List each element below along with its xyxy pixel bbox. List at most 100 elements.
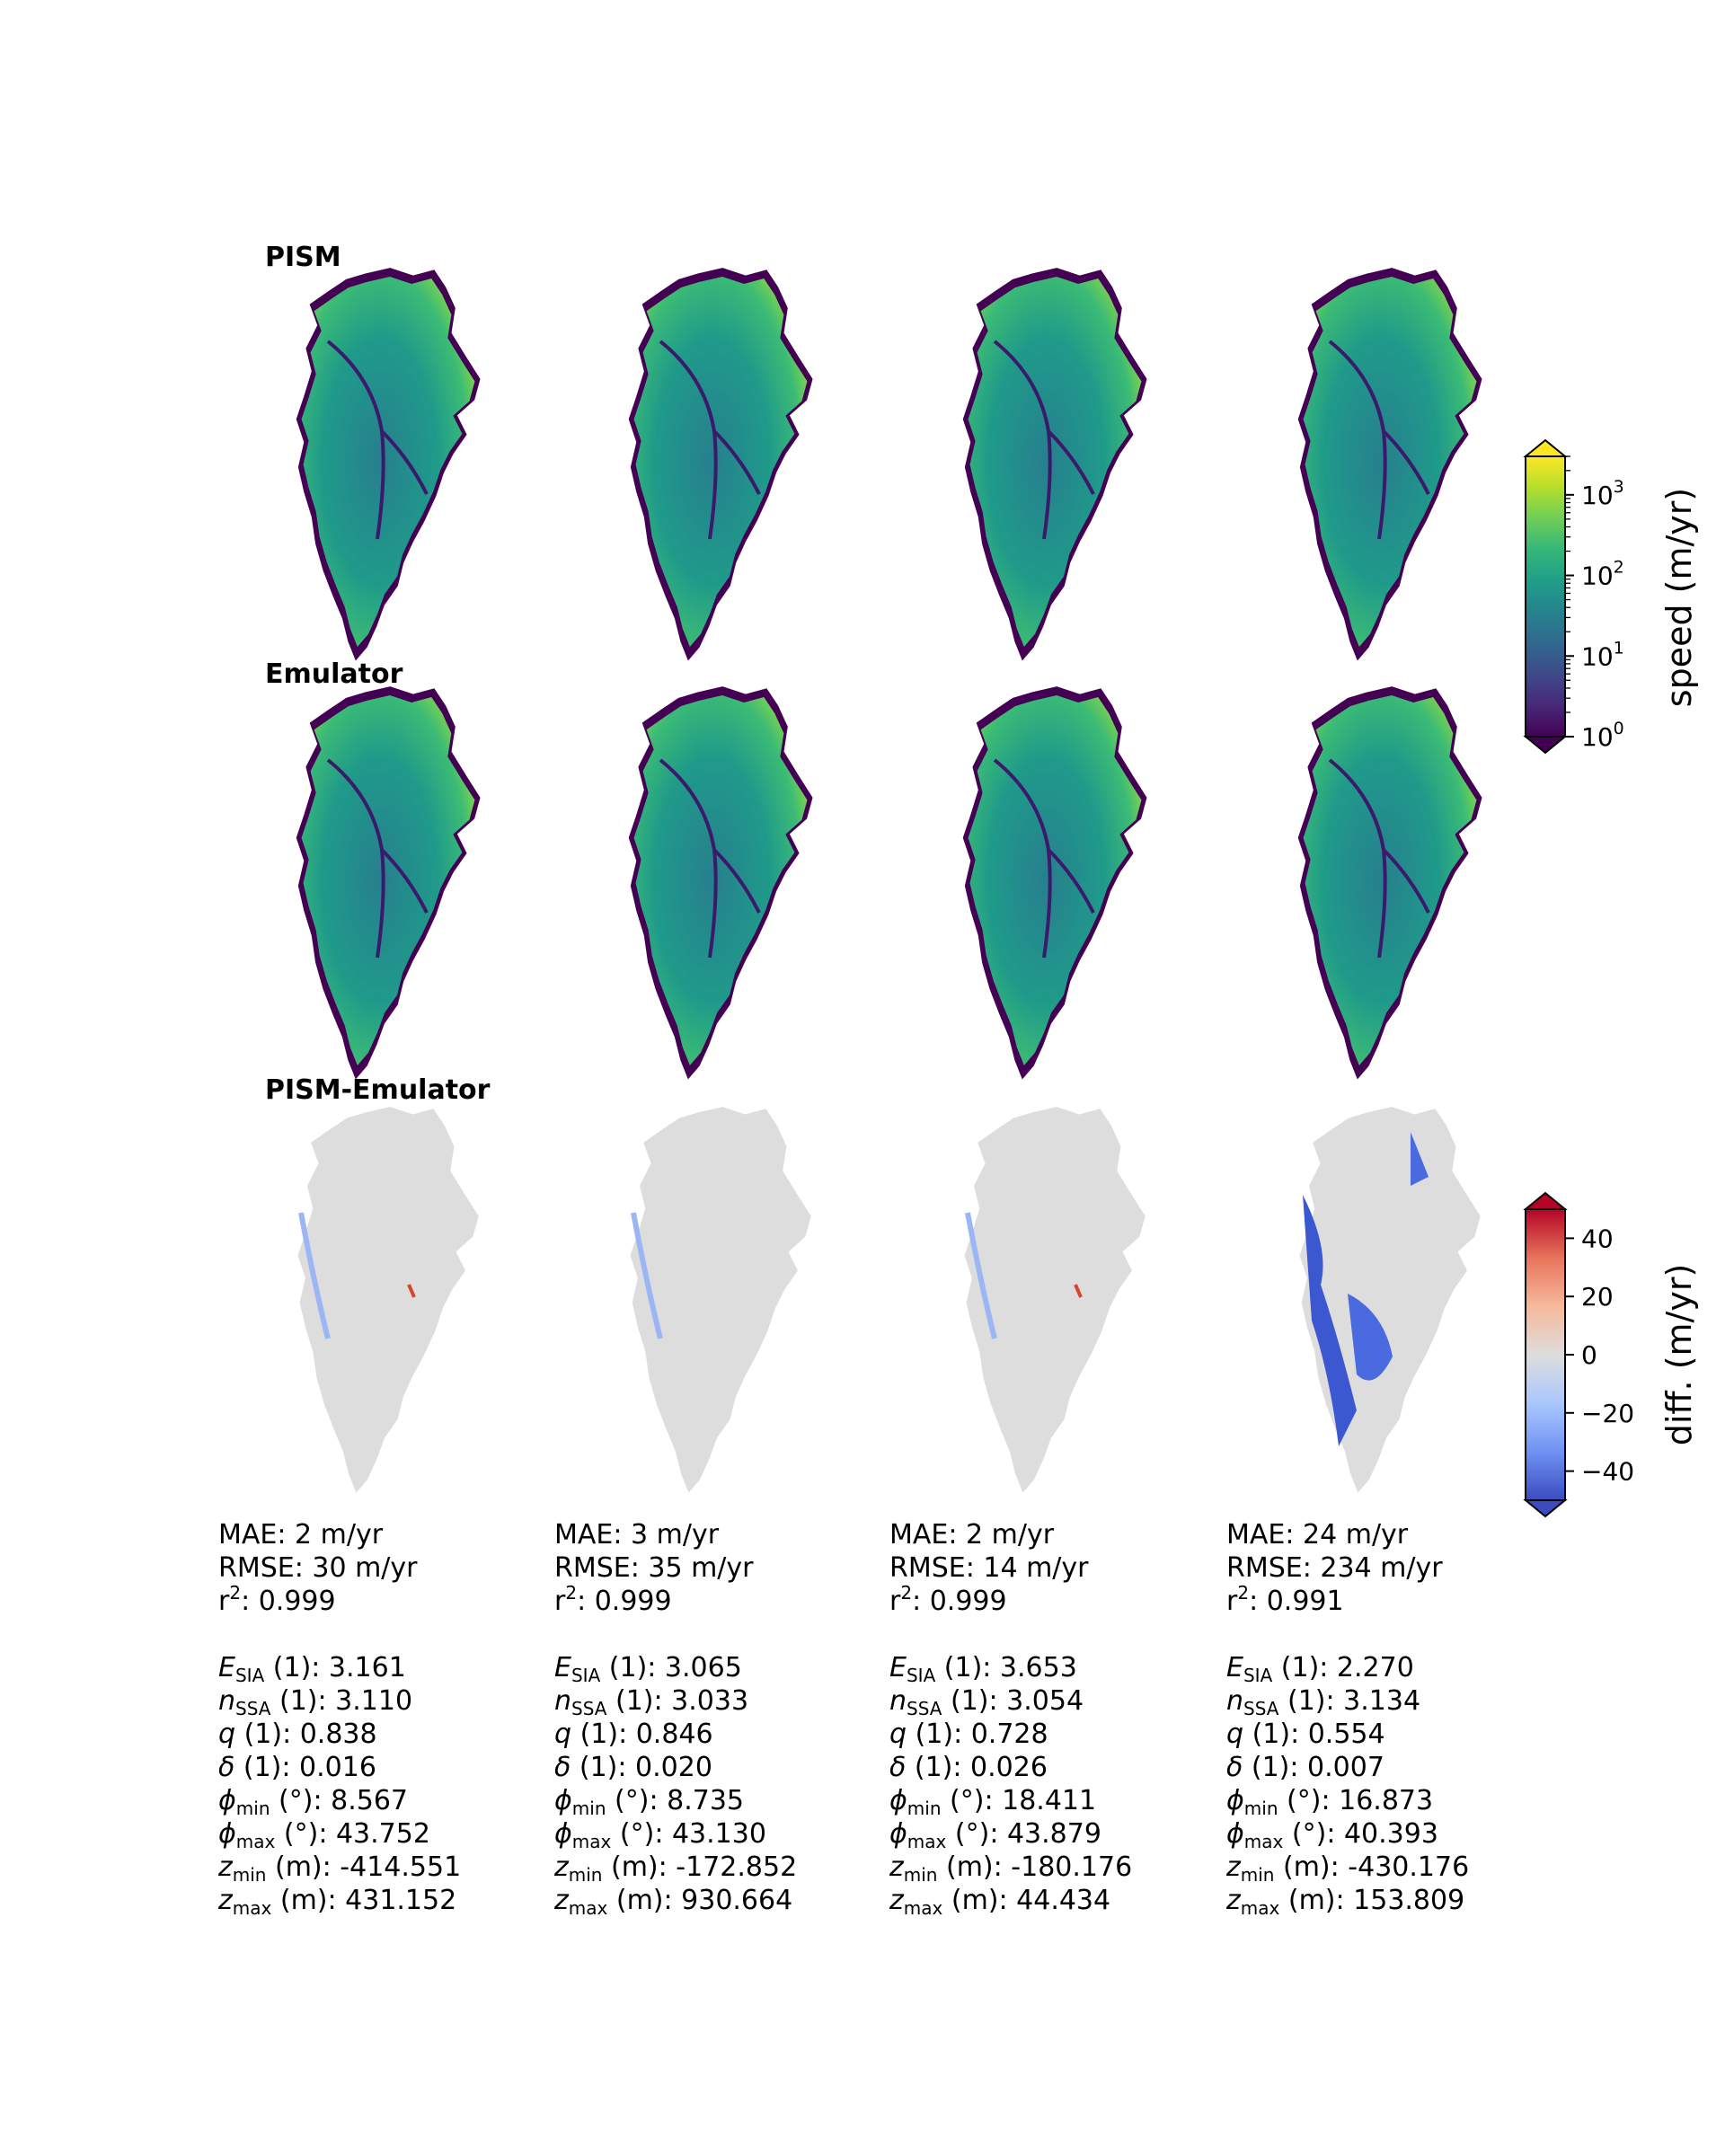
stats-gap [1226, 1618, 1568, 1651]
ice-divide [993, 340, 1095, 540]
emulator-speed-map-3 [962, 686, 1147, 1080]
diff-streak-blue [631, 1212, 663, 1339]
param-phi-min: ϕmin (°): 8.567 [218, 1785, 408, 1819]
param-e-sia: ESIA (1): 3.065 [554, 1652, 742, 1686]
param-phi-min: ϕmin (°): 8.735 [554, 1785, 744, 1819]
diff-colorbar-bar [1525, 1208, 1566, 1501]
param-z-max: zmax (m): 44.434 [889, 1885, 1111, 1919]
pism-speed-map-2 [628, 268, 813, 661]
diff-tick-label-2: 0 [1581, 1340, 1597, 1370]
rmse-value: RMSE: 30 m/yr [218, 1552, 418, 1584]
param-e-sia: ESIA (1): 2.270 [1226, 1652, 1414, 1686]
param-z-min: zmin (m): -172.852 [554, 1851, 798, 1886]
param-z-max: zmax (m): 431.152 [218, 1885, 457, 1919]
stats-block-1: MAE: 2 m/yr RMSE: 30 m/yr r2: 0.999 ESIA (1… [218, 1518, 560, 1917]
param-q: q (1): 0.728 [889, 1719, 1048, 1750]
param-phi-min: ϕmin (°): 18.411 [889, 1785, 1097, 1819]
diff-streak-blue [965, 1212, 997, 1339]
diff-tick-label-4: −40 [1581, 1457, 1634, 1487]
ice-divide [659, 758, 761, 959]
param-delta: δ (1): 0.007 [1226, 1752, 1384, 1783]
param-delta: δ (1): 0.016 [218, 1752, 376, 1783]
param-q: q (1): 0.846 [554, 1719, 713, 1750]
ice-divide [1328, 758, 1430, 959]
ice-divide [326, 340, 429, 540]
mae-value: MAE: 2 m/yr [218, 1519, 384, 1551]
rmse-value: RMSE: 14 m/yr [889, 1552, 1089, 1584]
param-n-ssa: nSSA (1): 3.033 [554, 1685, 749, 1719]
speed-colorbar-extend-min [1523, 736, 1568, 755]
param-phi-max: ϕmax (°): 43.879 [889, 1818, 1101, 1852]
diff-map-2 [630, 1107, 811, 1493]
stats-block-2: MAE: 3 m/yr RMSE: 35 m/yr r2: 0.999 ESIA (1… [554, 1518, 896, 1917]
diff-streak-red [407, 1284, 416, 1298]
diff-colorbar-label: diff. (m/yr) [1659, 1264, 1699, 1446]
map-interior [630, 1107, 811, 1493]
param-z-max: zmax (m): 153.809 [1226, 1885, 1465, 1919]
speed-tick-label-2: 102 [1581, 558, 1624, 591]
speed-colorbar-bar [1525, 455, 1566, 738]
diff-colorbar: 40 20 0 −20 −40 diff. (m/yr) [1523, 1191, 1699, 1518]
emulator-speed-map-2 [628, 686, 813, 1080]
stats-gap [554, 1618, 896, 1651]
diff-map-3 [964, 1107, 1146, 1493]
ice-divide [993, 758, 1095, 959]
row-label-emulator: Emulator [265, 658, 403, 690]
diff-streak-red [1074, 1284, 1083, 1298]
diff-colorbar-ticks: 40 20 0 −20 −40 [1565, 1224, 1634, 1487]
param-z-min: zmin (m): -430.176 [1226, 1851, 1470, 1886]
ice-divide [326, 758, 429, 959]
rmse-value: RMSE: 35 m/yr [554, 1552, 754, 1584]
map-interior [964, 1107, 1146, 1493]
diff-negative-region [1348, 1294, 1393, 1381]
diff-map-4 [1299, 1107, 1481, 1493]
param-e-sia: ESIA (1): 3.161 [218, 1652, 406, 1686]
diff-tick-label-0: 40 [1581, 1224, 1614, 1253]
diff-map-1 [297, 1107, 479, 1493]
param-z-min: zmin (m): -414.551 [218, 1851, 462, 1886]
param-n-ssa: nSSA (1): 3.110 [218, 1685, 413, 1719]
r2-value: r2: 0.999 [218, 1582, 336, 1617]
pism-speed-map-4 [1297, 268, 1482, 661]
pism-speed-map-3 [962, 268, 1147, 661]
diff-colorbar-extend-min [1523, 1499, 1568, 1518]
rmse-value: RMSE: 234 m/yr [1226, 1552, 1443, 1584]
mae-value: MAE: 2 m/yr [889, 1519, 1055, 1551]
diff-streak-blue [298, 1212, 331, 1339]
param-q: q (1): 0.554 [1226, 1719, 1385, 1750]
speed-colorbar-extend-max [1523, 438, 1568, 457]
stats-gap [889, 1618, 1231, 1651]
param-z-max: zmax (m): 930.664 [554, 1885, 793, 1919]
speed-tick-label-1: 101 [1581, 638, 1624, 671]
stats-block-3: MAE: 2 m/yr RMSE: 14 m/yr r2: 0.999 ESIA (1… [889, 1518, 1231, 1917]
stats-block-4: MAE: 24 m/yr RMSE: 234 m/yr r2: 0.991 ESIA … [1226, 1518, 1568, 1917]
map-interior [297, 1107, 479, 1493]
row-label-pism: PISM [265, 242, 341, 273]
speed-colorbar: 100 101 102 103 speed (m/yr) [1523, 438, 1699, 755]
param-phi-min: ϕmin (°): 16.873 [1226, 1785, 1434, 1819]
speed-tick-label-0: 100 [1581, 719, 1624, 752]
param-phi-max: ϕmax (°): 40.393 [1226, 1818, 1438, 1852]
map-interior [1299, 1107, 1481, 1493]
param-delta: δ (1): 0.026 [889, 1752, 1048, 1783]
param-n-ssa: nSSA (1): 3.054 [889, 1685, 1084, 1719]
r2-value: r2: 0.999 [554, 1582, 672, 1617]
speed-colorbar-ticks: 100 101 102 103 [1565, 455, 1624, 752]
diff-negative-region [1303, 1195, 1357, 1446]
param-z-min: zmin (m): -180.176 [889, 1851, 1133, 1886]
param-phi-max: ϕmax (°): 43.752 [218, 1818, 430, 1852]
param-q: q (1): 0.838 [218, 1719, 377, 1750]
speed-tick-label-3: 103 [1581, 477, 1624, 510]
diff-tick-label-3: −20 [1581, 1399, 1634, 1428]
row-label-diff: PISM-Emulator [265, 1074, 491, 1106]
param-n-ssa: nSSA (1): 3.134 [1226, 1685, 1421, 1719]
ice-divide [1328, 340, 1430, 540]
diff-colorbar-extend-max [1523, 1191, 1568, 1210]
diff-negative-region [1411, 1132, 1429, 1186]
param-phi-max: ϕmax (°): 43.130 [554, 1818, 766, 1852]
emulator-speed-map-4 [1297, 686, 1482, 1080]
r2-value: r2: 0.999 [889, 1582, 1007, 1617]
stats-gap [218, 1618, 560, 1651]
diff-tick-label-1: 20 [1581, 1282, 1614, 1312]
